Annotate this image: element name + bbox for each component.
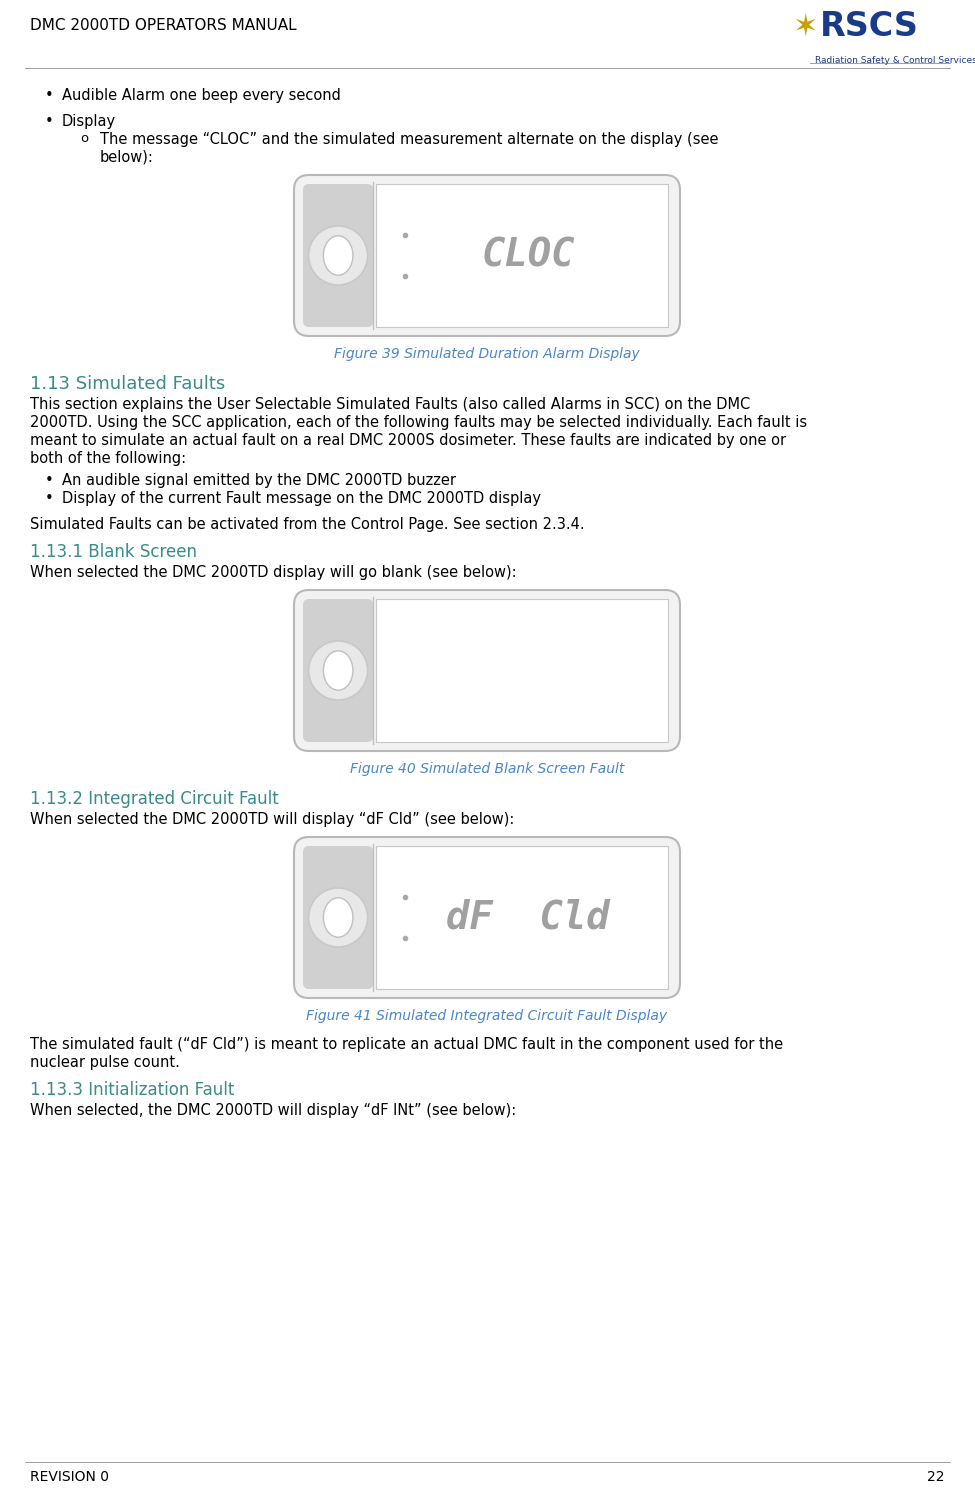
Text: 1.13.1 Blank Screen: 1.13.1 Blank Screen: [30, 543, 197, 561]
Text: both of the following:: both of the following:: [30, 451, 186, 466]
Bar: [376, 599, 668, 742]
Text: o: o: [80, 131, 88, 145]
Text: nuclear pulse count.: nuclear pulse count.: [30, 1056, 179, 1070]
Text: dF  Cld: dF Cld: [447, 899, 609, 936]
Bar: [376, 847, 668, 988]
Text: REVISION 0: REVISION 0: [30, 1471, 109, 1484]
Text: Display of the current Fault message on the DMC 2000TD display: Display of the current Fault message on …: [62, 491, 541, 506]
Text: 2000TD. Using the SCC application, each of the following faults may be selected : 2000TD. Using the SCC application, each …: [30, 415, 807, 430]
Text: The message “CLOC” and the simulated measurement alternate on the display (see: The message “CLOC” and the simulated mea…: [100, 131, 719, 146]
Text: Radiation Safety & Control Services: Radiation Safety & Control Services: [815, 57, 975, 66]
Text: Simulated Faults can be activated from the Control Page. See section 2.3.4.: Simulated Faults can be activated from t…: [30, 517, 585, 532]
Text: below):: below):: [100, 149, 154, 166]
Text: This section explains the User Selectable Simulated Faults (also called Alarms i: This section explains the User Selectabl…: [30, 397, 750, 412]
Text: Figure 41 Simulated Integrated Circuit Fault Display: Figure 41 Simulated Integrated Circuit F…: [306, 1009, 668, 1023]
Text: An audible signal emitted by the DMC 2000TD buzzer: An audible signal emitted by the DMC 200…: [62, 473, 456, 488]
Text: •: •: [45, 491, 54, 506]
FancyBboxPatch shape: [294, 590, 680, 751]
Ellipse shape: [324, 651, 353, 690]
Text: 1.13 Simulated Faults: 1.13 Simulated Faults: [30, 375, 225, 393]
Text: When selected, the DMC 2000TD will display “dF INt” (see below):: When selected, the DMC 2000TD will displ…: [30, 1103, 516, 1118]
FancyBboxPatch shape: [294, 175, 680, 336]
Text: Figure 39 Simulated Duration Alarm Display: Figure 39 Simulated Duration Alarm Displ…: [334, 346, 640, 361]
Text: Display: Display: [62, 113, 116, 128]
Ellipse shape: [324, 236, 353, 275]
Ellipse shape: [324, 897, 353, 938]
Text: DMC 2000TD OPERATORS MANUAL: DMC 2000TD OPERATORS MANUAL: [30, 18, 296, 33]
Text: RSCS: RSCS: [820, 10, 918, 43]
Circle shape: [309, 640, 368, 700]
Text: When selected the DMC 2000TD display will go blank (see below):: When selected the DMC 2000TD display wil…: [30, 564, 517, 579]
Text: •: •: [45, 88, 54, 103]
Text: 1.13.3 Initialization Fault: 1.13.3 Initialization Fault: [30, 1081, 234, 1099]
Text: The simulated fault (“dF Cld”) is meant to replicate an actual DMC fault in the : The simulated fault (“dF Cld”) is meant …: [30, 1038, 783, 1053]
Text: Figure 40 Simulated Blank Screen Fault: Figure 40 Simulated Blank Screen Fault: [350, 761, 624, 776]
Text: ✶: ✶: [793, 13, 818, 42]
Text: •: •: [45, 113, 54, 128]
Bar: [376, 184, 668, 327]
FancyBboxPatch shape: [303, 599, 373, 742]
Text: When selected the DMC 2000TD will display “dF Cld” (see below):: When selected the DMC 2000TD will displa…: [30, 812, 515, 827]
Text: CLOC: CLOC: [482, 236, 574, 275]
Circle shape: [309, 225, 368, 285]
Text: meant to simulate an actual fault on a real DMC 2000S dosimeter. These faults ar: meant to simulate an actual fault on a r…: [30, 433, 786, 448]
FancyBboxPatch shape: [303, 847, 373, 988]
FancyBboxPatch shape: [303, 184, 373, 327]
Text: Audible Alarm one beep every second: Audible Alarm one beep every second: [62, 88, 341, 103]
Text: 22: 22: [927, 1471, 945, 1484]
Circle shape: [309, 888, 368, 947]
FancyBboxPatch shape: [294, 838, 680, 997]
Text: •: •: [45, 473, 54, 488]
Text: 1.13.2 Integrated Circuit Fault: 1.13.2 Integrated Circuit Fault: [30, 790, 279, 808]
